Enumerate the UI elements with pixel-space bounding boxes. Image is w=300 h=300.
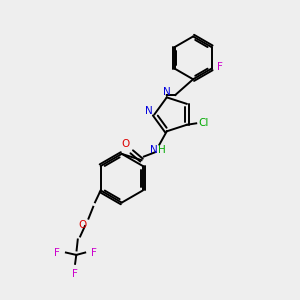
Text: Cl: Cl [199,118,209,128]
Text: N: N [150,145,158,155]
Text: F: F [91,248,97,257]
Text: N: N [145,106,153,116]
Text: H: H [158,145,166,155]
Text: N: N [163,87,171,97]
Text: F: F [72,269,78,279]
Text: O: O [79,220,87,230]
Text: F: F [54,248,60,257]
Text: F: F [217,62,223,72]
Text: O: O [121,140,129,149]
